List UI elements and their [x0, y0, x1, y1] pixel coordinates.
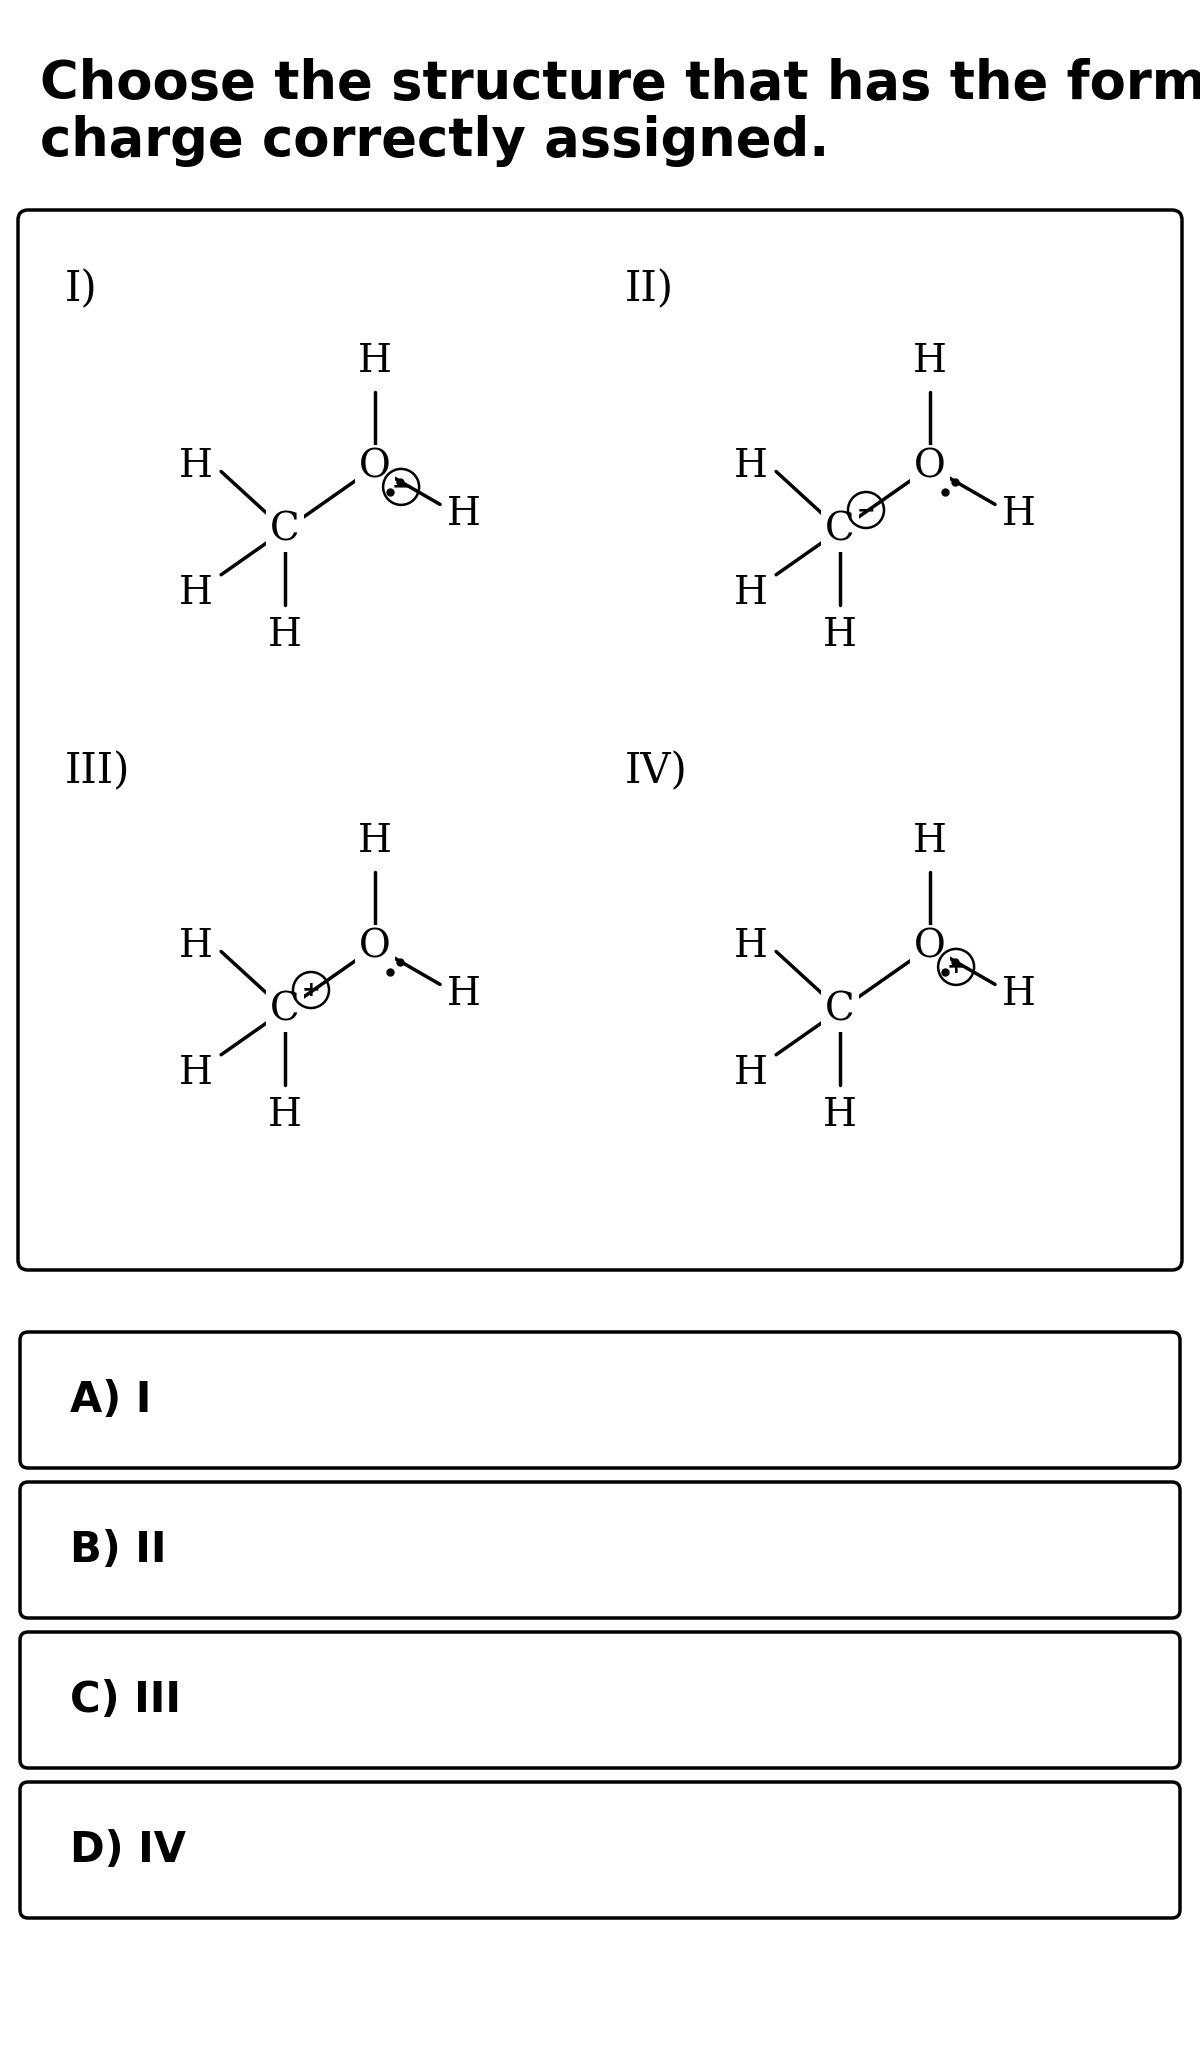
Text: H: H	[823, 1097, 857, 1135]
Text: H: H	[913, 344, 947, 381]
Text: H: H	[734, 1054, 768, 1091]
Text: H: H	[268, 1097, 302, 1135]
FancyBboxPatch shape	[18, 210, 1182, 1270]
Text: H: H	[179, 574, 214, 612]
Text: O: O	[359, 449, 391, 486]
Text: Choose the structure that has the formal: Choose the structure that has the formal	[40, 58, 1200, 109]
Text: +: +	[947, 957, 966, 976]
Text: H: H	[734, 574, 768, 612]
Text: I): I)	[65, 268, 97, 311]
Text: III): III)	[65, 749, 131, 793]
Text: H: H	[446, 976, 481, 1013]
Text: C: C	[826, 992, 854, 1030]
Text: H: H	[913, 824, 947, 861]
Text: H: H	[823, 616, 857, 653]
Text: H: H	[446, 496, 481, 533]
Text: H: H	[1002, 496, 1036, 533]
Text: −: −	[391, 478, 410, 496]
FancyBboxPatch shape	[20, 1482, 1180, 1618]
Text: B) II: B) II	[70, 1530, 167, 1571]
FancyBboxPatch shape	[20, 1332, 1180, 1468]
Text: II): II)	[625, 268, 674, 311]
Text: +: +	[301, 980, 320, 1001]
Text: C) III: C) III	[70, 1678, 181, 1721]
Text: H: H	[358, 344, 392, 381]
Text: C: C	[270, 511, 300, 548]
Text: H: H	[734, 929, 768, 966]
Text: O: O	[359, 929, 391, 966]
Text: C: C	[270, 992, 300, 1030]
Text: H: H	[358, 824, 392, 861]
Text: A) I: A) I	[70, 1380, 151, 1421]
FancyBboxPatch shape	[20, 1781, 1180, 1919]
Text: H: H	[179, 449, 214, 484]
Text: charge correctly assigned.: charge correctly assigned.	[40, 115, 829, 167]
Text: H: H	[179, 1054, 214, 1091]
Text: IV): IV)	[625, 749, 688, 793]
Text: H: H	[1002, 976, 1036, 1013]
Text: O: O	[914, 449, 946, 486]
Text: H: H	[179, 929, 214, 966]
Text: O: O	[914, 929, 946, 966]
Text: H: H	[268, 616, 302, 653]
Text: −: −	[857, 500, 875, 521]
Text: H: H	[734, 449, 768, 484]
Text: C: C	[826, 511, 854, 548]
FancyBboxPatch shape	[20, 1633, 1180, 1769]
Text: D) IV: D) IV	[70, 1828, 186, 1872]
